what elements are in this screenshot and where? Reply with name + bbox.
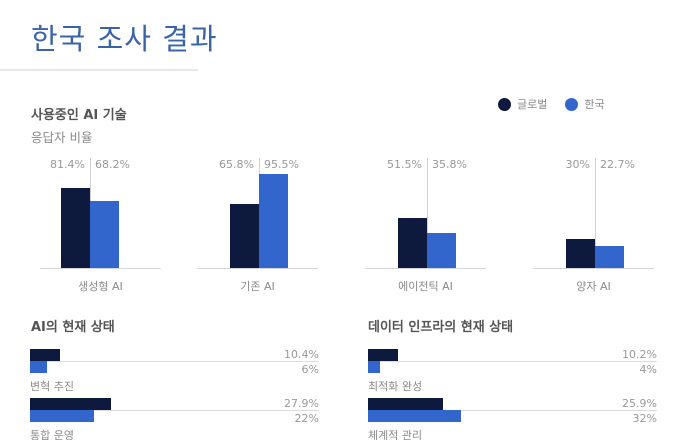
bar-korea: [90, 201, 119, 268]
chart-legend: 글로벌 한국: [498, 96, 617, 112]
data-infra-chart-title: 데이터 인프라의 현재 상태: [368, 320, 514, 335]
bar-global: [230, 203, 259, 268]
bar-global: [398, 217, 427, 268]
ai-status-chart-title: AI의 현재 상태: [31, 320, 115, 335]
legend-label-global: 글로벌: [517, 98, 548, 111]
chart-baseline: [533, 268, 654, 269]
value-label-global: 65.8%: [219, 158, 254, 171]
chart-baseline: [40, 268, 161, 269]
chart-baseline: [365, 268, 486, 269]
value-label-korea: 22.7%: [600, 158, 635, 171]
legend-label-korea: 한국: [584, 98, 605, 111]
value-label-korea: 95.5%: [264, 158, 299, 171]
value-label-korea: 68.2%: [95, 158, 130, 171]
hbar-category-label: 통합 운영: [30, 429, 74, 440]
hbar-global: [368, 349, 398, 361]
hbar-value-korea: 6%: [301, 363, 319, 376]
hbar-value-korea: 32%: [632, 412, 657, 425]
legend-dot-global-icon: [498, 97, 511, 111]
value-label-global: 81.4%: [50, 158, 85, 171]
value-divider-line: [595, 158, 596, 268]
category-label: 생성형 AI: [78, 280, 123, 293]
legend-dot-korea-icon: [565, 97, 579, 111]
bar-korea: [427, 232, 456, 268]
value-label-global: 30%: [565, 158, 590, 171]
legend-item-korea: 한국: [565, 96, 605, 112]
hbar-korea: [30, 361, 48, 373]
category-label: 기존 AI: [240, 280, 275, 293]
hbar-korea: [30, 410, 94, 422]
ai-tech-chart-title: 사용중인 AI 기술: [31, 108, 127, 123]
hbar-global: [368, 398, 444, 410]
bar-global: [61, 188, 90, 268]
hbar-category-label: 체계적 관리: [368, 429, 423, 440]
value-label-global: 51.5%: [387, 158, 422, 171]
hbar-global: [30, 349, 61, 361]
chart-baseline: [197, 268, 318, 269]
hbar-value-global: 10.4%: [284, 348, 319, 361]
hbar-global: [30, 398, 111, 410]
bar-korea: [259, 174, 288, 268]
hbar-korea: [368, 410, 461, 422]
hbar-korea: [368, 361, 380, 373]
ai-tech-chart-subtitle: 응답자 비율: [31, 130, 93, 145]
hbar-category-label: 변혁 추진: [30, 380, 74, 393]
hbar-value-global: 27.9%: [284, 397, 319, 410]
value-divider-line: [427, 158, 428, 268]
hbar-value-global: 25.9%: [622, 397, 657, 410]
value-label-korea: 35.8%: [432, 158, 467, 171]
hbar-value-korea: 4%: [639, 363, 657, 376]
bar-track-line: [368, 410, 657, 411]
category-label: 에이전틱 AI: [398, 280, 453, 293]
bar-track-line: [368, 361, 657, 362]
page-title: 한국 조사 결과: [31, 22, 218, 56]
category-label: 양자 AI: [576, 280, 611, 293]
hbar-value-korea: 22%: [294, 412, 319, 425]
hbar-category-label: 최적화 완성: [368, 380, 423, 393]
bar-track-line: [30, 410, 319, 411]
legend-item-global: 글로벌: [498, 96, 547, 112]
header-divider: [0, 69, 198, 71]
bar-global: [566, 238, 595, 268]
bar-korea: [595, 245, 624, 268]
bar-track-line: [30, 361, 319, 362]
hbar-value-global: 10.2%: [622, 348, 657, 361]
